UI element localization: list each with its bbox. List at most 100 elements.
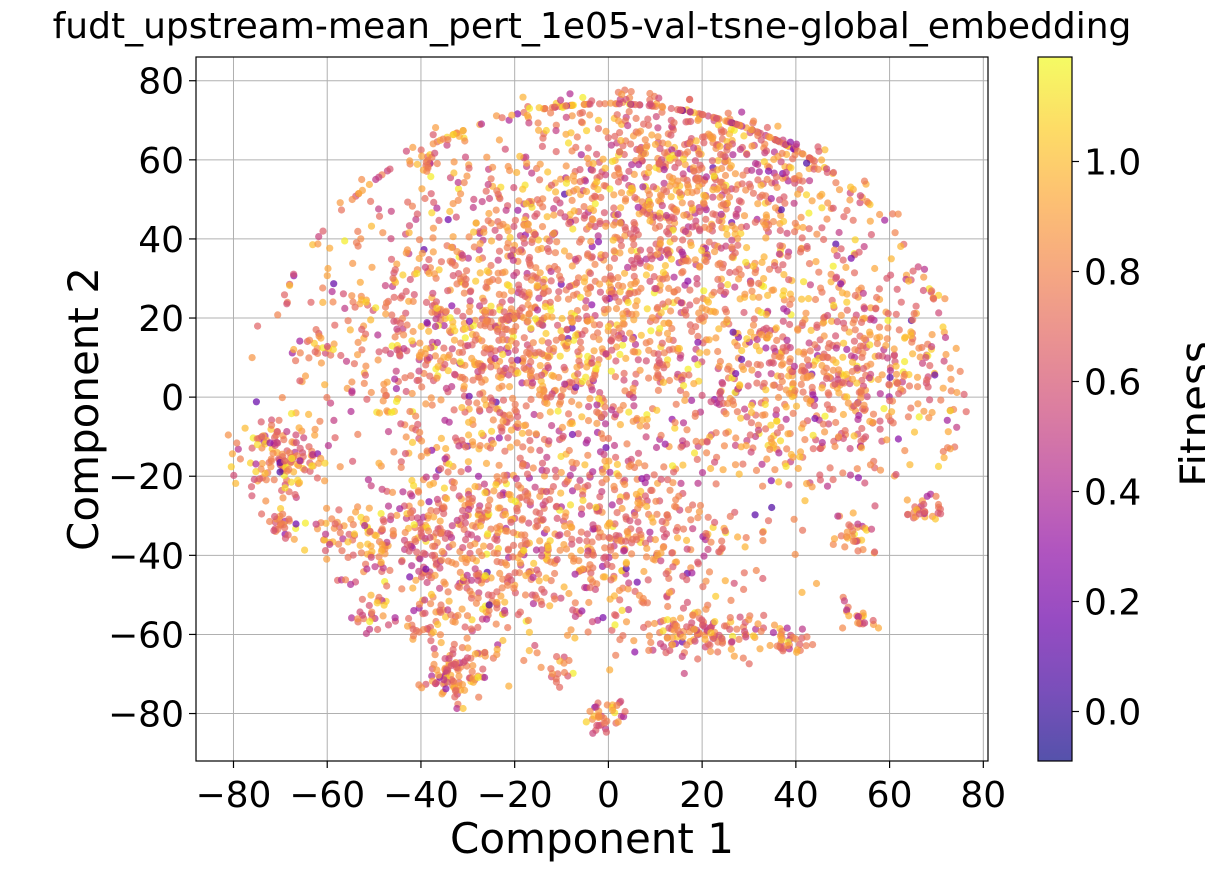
- scatter-point: [440, 676, 448, 684]
- scatter-point: [519, 443, 527, 451]
- scatter-point: [425, 498, 433, 506]
- scatter-point: [737, 414, 745, 422]
- scatter-point: [597, 193, 605, 202]
- scatter-point: [818, 224, 826, 232]
- scatter-point: [551, 466, 560, 474]
- scatter-point: [455, 132, 463, 140]
- scatter-point: [824, 199, 832, 207]
- scatter-point: [586, 269, 595, 277]
- scatter-point: [590, 321, 598, 329]
- scatter-point: [670, 288, 678, 296]
- scatter-point: [584, 628, 592, 636]
- scatter-point: [583, 551, 592, 559]
- scatter-point: [475, 693, 483, 701]
- scatter-point: [876, 466, 885, 474]
- scatter-point: [450, 169, 458, 177]
- scatter-point: [693, 280, 701, 288]
- scatter-point: [465, 505, 473, 513]
- scatter-point: [429, 628, 437, 636]
- scatter-point: [829, 476, 837, 484]
- scatter-point: [323, 504, 331, 512]
- scatter-point: [793, 646, 801, 654]
- scatter-point: [449, 272, 457, 280]
- scatter-point: [444, 557, 452, 565]
- scatter-point: [805, 225, 813, 233]
- scatter-point: [636, 422, 644, 430]
- scatter-point: [458, 436, 466, 444]
- scatter-point: [563, 325, 571, 333]
- scatter-point: [352, 239, 361, 247]
- scatter-point: [279, 510, 287, 518]
- scatter-point: [679, 170, 687, 178]
- scatter-point: [532, 264, 540, 272]
- scatter-point: [833, 252, 841, 260]
- scatter-point: [338, 547, 346, 555]
- scatter-point: [392, 367, 400, 375]
- scatter-point: [887, 271, 895, 279]
- scatter-point: [599, 468, 607, 476]
- scatter-point: [511, 406, 519, 414]
- scatter-point: [301, 372, 310, 380]
- scatter-point: [381, 282, 389, 290]
- scatter-point: [622, 493, 630, 501]
- scatter-point: [531, 483, 539, 491]
- scatter-point: [671, 419, 679, 427]
- scatter-point: [620, 547, 628, 555]
- scatter-point: [409, 143, 417, 151]
- scatter-point: [918, 359, 927, 367]
- scatter-point: [401, 374, 409, 382]
- scatter-point: [287, 478, 295, 486]
- scatter-point: [799, 223, 807, 232]
- scatter-point: [389, 530, 398, 538]
- scatter-point: [620, 376, 628, 384]
- scatter-point: [809, 431, 817, 439]
- scatter-point: [561, 513, 569, 521]
- scatter-point: [774, 393, 783, 402]
- scatter-point: [250, 475, 258, 484]
- scatter-point: [607, 546, 615, 554]
- scatter-point: [775, 138, 784, 146]
- scatter-point: [885, 380, 893, 388]
- scatter-point: [867, 360, 875, 368]
- scatter-point: [802, 191, 811, 199]
- scatter-point: [670, 119, 678, 127]
- scatter-point: [305, 336, 314, 344]
- scatter-point: [565, 446, 573, 455]
- scatter-point: [626, 329, 634, 337]
- scatter-point: [732, 370, 740, 378]
- scatter-point: [689, 223, 697, 231]
- scatter-point: [388, 408, 396, 416]
- scatter-point: [630, 241, 638, 249]
- scatter-point: [474, 359, 482, 368]
- scatter-point: [798, 625, 807, 633]
- scatter-point: [869, 616, 877, 625]
- scatter-point: [654, 350, 662, 358]
- scatter-point: [544, 353, 552, 362]
- scatter-point: [688, 619, 696, 627]
- scatter-point: [529, 573, 537, 582]
- scatter-point: [644, 115, 652, 123]
- scatter-point: [409, 584, 417, 592]
- scatter-point: [234, 445, 242, 453]
- scatter-point: [472, 277, 480, 285]
- scatter-point: [709, 186, 717, 194]
- scatter-point: [802, 309, 810, 317]
- scatter-point: [375, 593, 383, 602]
- scatter-point: [445, 460, 453, 468]
- scatter-point: [735, 275, 743, 283]
- scatter-point: [380, 601, 388, 609]
- scatter-point: [457, 468, 465, 476]
- scatter-point: [586, 502, 594, 510]
- scatter-point: [252, 468, 260, 476]
- scatter-point: [382, 346, 390, 354]
- scatter-point: [779, 317, 787, 325]
- scatter-point: [677, 299, 685, 307]
- scatter-point: [641, 136, 649, 144]
- scatter-point: [643, 415, 651, 423]
- scatter-point: [426, 372, 434, 380]
- scatter-point: [895, 390, 903, 398]
- scatter-point: [850, 316, 859, 324]
- scatter-point: [356, 541, 364, 550]
- scatter-point: [292, 357, 300, 365]
- scatter-point: [894, 210, 902, 218]
